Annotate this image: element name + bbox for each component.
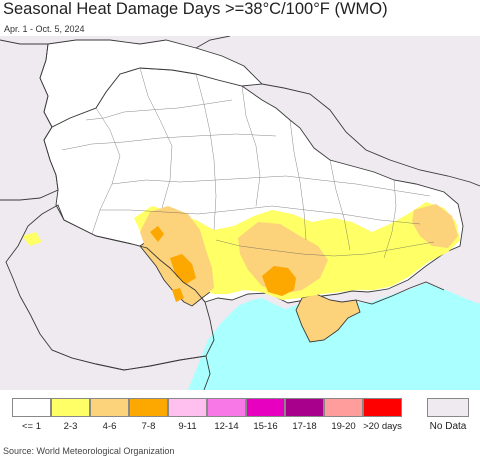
heat-zone-far-west [22,232,42,246]
legend-swatch-le1 [12,398,51,417]
legend-label-no-data: No Data [429,421,467,432]
heat-zone-delta [172,288,184,302]
legend-swatch-4-6 [90,398,129,417]
legend-label-19-20: 19-20 [331,421,356,432]
crimea [295,293,361,343]
country-russia-border [195,36,480,187]
legend-swatch-2-3 [51,398,90,417]
legend-swatch-7-8 [129,398,168,417]
legend-label-gt20: >20 days [363,421,402,432]
legend-label-17-18: 17-18 [292,421,317,432]
legend-label-15-16: 15-16 [253,421,278,432]
legend-swatch-gt20 [363,398,402,417]
heat-zone-hotspot-kherson [262,266,296,296]
map-subtitle: Apr. 1 - Oct. 5, 2024 [4,24,85,34]
legend-swatch-17-18 [285,398,324,417]
heat-zone-hotspot-moldova [170,254,196,284]
legend: <= 1 2-3 4-6 7-8 9-11 12-14 15-16 17-18 … [0,392,480,440]
heat-zone-hotspot-northwest [150,226,164,242]
legend-swatch-12-14 [207,398,246,417]
legend-label-2-3: 2-3 [63,421,78,432]
legend-label-4-6: 4-6 [102,421,117,432]
heat-zone-east-orange [412,204,458,248]
source-credit: Source: World Meteorological Organizatio… [3,446,175,456]
legend-swatch-9-11 [168,398,207,417]
country-poland-border [0,39,59,201]
legend-label-le1: <= 1 [21,421,42,432]
legend-swatch-15-16 [246,398,285,417]
map-title: Seasonal Heat Damage Days >=38°C/100°F (… [3,0,388,18]
black-sea [188,283,480,390]
heat-zone-central-orange [238,222,328,294]
heat-damage-map [0,36,480,390]
legend-swatch-no-data [427,398,469,417]
country-bulgaria-border [51,349,211,390]
legend-label-9-11: 9-11 [178,421,197,432]
azov-coast [355,281,445,305]
legend-label-12-14: 12-14 [214,421,239,432]
legend-label-7-8: 7-8 [141,421,156,432]
oblast-borders [61,67,435,259]
legend-swatch-19-20 [324,398,363,417]
